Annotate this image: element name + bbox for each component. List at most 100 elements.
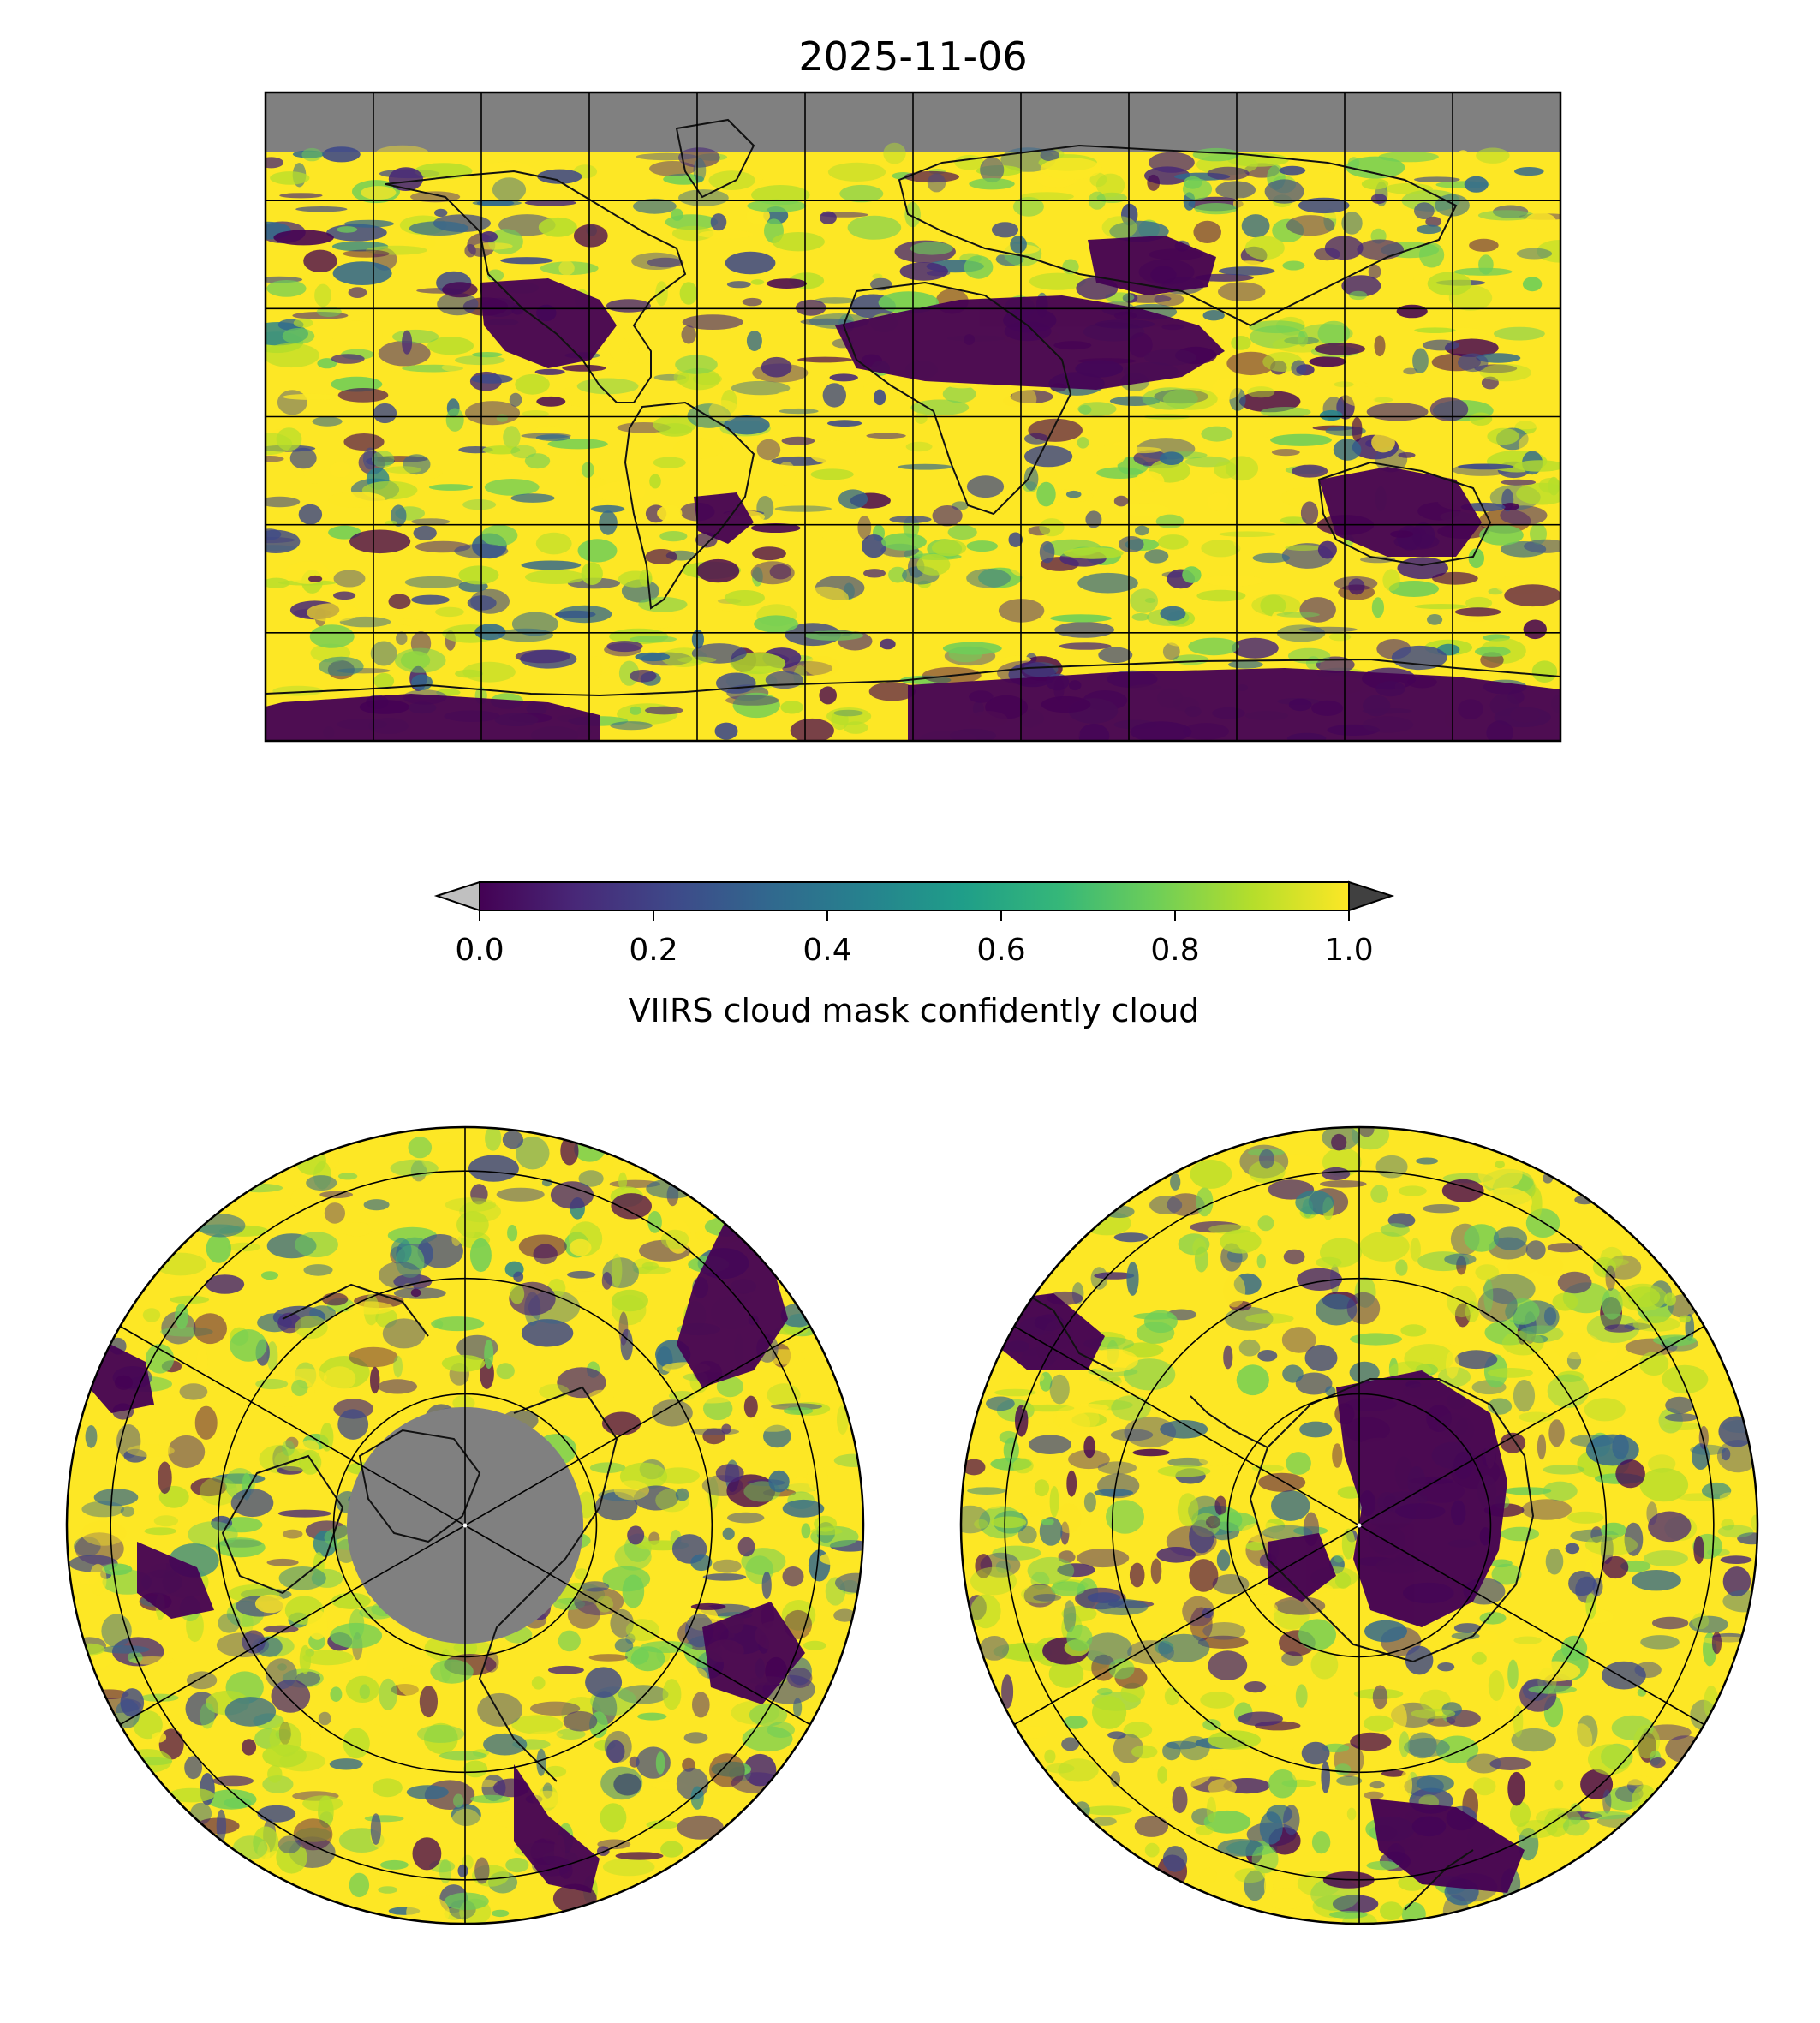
cloud-texture-patch xyxy=(1053,1405,1100,1432)
cloud-texture-patch xyxy=(795,299,826,316)
global-clear-regions xyxy=(266,236,1560,741)
cloud-texture-patch xyxy=(969,178,1015,190)
cloud-texture-patch xyxy=(716,1376,744,1398)
cloud-texture-patch xyxy=(434,208,448,218)
cloud-texture-patch xyxy=(1316,1293,1358,1326)
cloud-texture-patch xyxy=(206,1274,245,1294)
cloud-texture-patch xyxy=(1295,1684,1308,1708)
cloud-texture-patch xyxy=(366,245,427,255)
cloud-texture-patch xyxy=(1008,532,1023,547)
cloud-texture-patch xyxy=(1601,1522,1626,1538)
cloud-texture-patch xyxy=(273,230,334,246)
cloud-texture-patch xyxy=(367,650,384,657)
global-map-frame xyxy=(264,91,1562,743)
cloud-texture-patch xyxy=(1149,1196,1183,1214)
cloud-texture-patch xyxy=(1119,421,1173,438)
cloud-texture-patch xyxy=(1065,1411,1091,1435)
cloud-texture-patch xyxy=(1363,1715,1394,1732)
cloud-texture-patch xyxy=(1133,1312,1176,1320)
cloud-texture-patch xyxy=(752,546,786,561)
cloud-texture-patch xyxy=(1634,1662,1662,1678)
cloud-texture-patch xyxy=(1483,1274,1536,1304)
cloud-texture-patch xyxy=(1023,1584,1056,1608)
cloud-texture-patch xyxy=(255,1378,289,1390)
cloud-texture-patch xyxy=(1310,1650,1339,1680)
cloud-texture-patch xyxy=(1150,1558,1162,1584)
cloud-texture-patch xyxy=(530,1701,581,1716)
cloud-texture-patch xyxy=(1592,1256,1617,1278)
cloud-texture-patch xyxy=(1563,1817,1590,1836)
cloud-texture-patch xyxy=(544,1268,563,1278)
cloud-texture-patch xyxy=(1320,1180,1367,1188)
coastline-eurasia xyxy=(898,144,1458,327)
cloud-texture-patch xyxy=(1361,178,1389,190)
cloud-texture-patch xyxy=(1664,1413,1698,1422)
colorbar-ticks: 0.0 0.2 0.4 0.6 0.8 1.0 xyxy=(455,910,1374,968)
cloud-texture-patch xyxy=(857,516,872,540)
cloud-texture-patch xyxy=(1204,575,1263,587)
cloud-texture-patch xyxy=(1510,1801,1531,1827)
cloud-texture-patch xyxy=(610,721,653,731)
cloud-texture-patch xyxy=(1135,471,1165,492)
cloud-texture-patch xyxy=(1155,514,1184,528)
cloud-texture-patch xyxy=(1049,1486,1059,1518)
cloud-texture-patch xyxy=(470,374,513,384)
cloud-texture-patch xyxy=(379,1678,397,1710)
cloud-texture-patch xyxy=(445,1197,497,1213)
cloud-texture-patch xyxy=(303,1264,333,1276)
cloud-texture-patch xyxy=(1087,1592,1120,1603)
cloud-texture-patch xyxy=(509,392,522,407)
clear-region-southern-ocean-south xyxy=(1370,1799,1525,1893)
cloud-texture-patch xyxy=(1142,387,1198,410)
cloud-texture-patch xyxy=(708,400,739,421)
cloud-texture-patch xyxy=(277,1466,303,1475)
cloud-texture-patch xyxy=(613,1480,650,1501)
cloud-texture-patch xyxy=(266,280,307,297)
cloud-texture-patch xyxy=(709,1753,745,1787)
cloud-texture-patch xyxy=(441,1354,486,1372)
cloud-texture-patch xyxy=(874,389,886,406)
cloud-texture-patch xyxy=(1525,1208,1560,1238)
cloud-texture-patch xyxy=(224,1697,277,1727)
cloud-texture-patch xyxy=(1471,1630,1498,1644)
cloud-texture-patch xyxy=(1366,1860,1400,1871)
cloud-texture-patch xyxy=(1567,1511,1604,1524)
cloud-texture-patch xyxy=(1251,1845,1279,1874)
cloud-texture-patch xyxy=(1722,1566,1751,1597)
cloud-texture-patch xyxy=(215,1537,266,1558)
cloud-texture-patch xyxy=(393,1355,403,1378)
cloud-texture-patch xyxy=(737,1537,755,1557)
cloud-texture-patch xyxy=(1077,1549,1130,1568)
cloud-texture-patch xyxy=(349,1346,398,1368)
cloud-texture-patch xyxy=(1593,1341,1618,1362)
cloud-texture-patch xyxy=(307,1609,328,1640)
coastline-canada-arctic xyxy=(221,1454,344,1595)
cloud-texture-patch xyxy=(633,1266,671,1274)
cloud-texture-patch xyxy=(318,1711,331,1726)
cloud-texture-patch xyxy=(801,586,849,610)
cloud-texture-patch xyxy=(932,505,963,527)
cloud-texture-patch xyxy=(1507,1771,1525,1806)
cloud-texture-patch xyxy=(331,354,365,364)
cloud-texture-patch xyxy=(328,492,386,508)
cloud-texture-patch xyxy=(1473,1777,1496,1796)
cloud-texture-patch xyxy=(348,287,367,298)
cloud-texture-patch xyxy=(931,540,967,557)
cloud-texture-patch xyxy=(947,525,977,540)
cloud-texture-patch xyxy=(522,410,549,418)
cloud-texture-patch xyxy=(1220,1229,1262,1254)
cloud-texture-patch xyxy=(233,1835,268,1860)
cloud-texture-patch xyxy=(1651,1616,1689,1630)
cloud-texture-patch xyxy=(154,1252,207,1276)
cloud-texture-patch xyxy=(597,481,646,503)
colorbar: 0.0 0.2 0.4 0.6 0.8 1.0 VIIRS cloud mask conf… xyxy=(433,880,1395,1029)
cloud-texture-patch xyxy=(1182,566,1202,583)
cloud-texture-patch xyxy=(600,1766,643,1800)
cloud-texture-patch xyxy=(1056,1503,1082,1534)
cloud-texture-patch xyxy=(1295,1190,1334,1215)
cloud-texture-patch xyxy=(1156,1547,1196,1563)
cloud-texture-patch xyxy=(1375,446,1408,473)
cloud-texture-patch xyxy=(1157,534,1189,550)
cloud-texture-patch xyxy=(574,1137,606,1162)
cloud-texture-patch xyxy=(1110,1429,1154,1441)
